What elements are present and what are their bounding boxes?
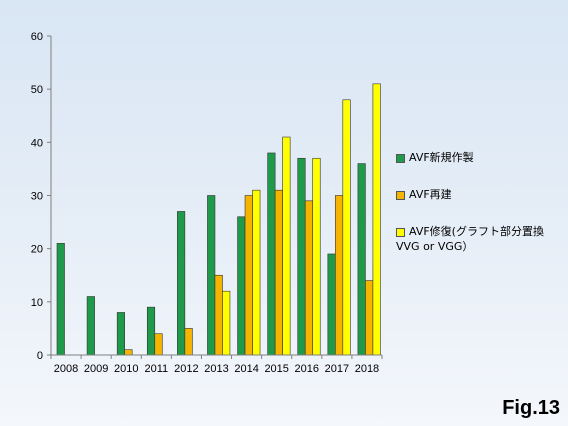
y-tick-label-10: 10 [31, 297, 43, 309]
legend: AVF新規作製 AVF再建 AVF修復(グラフト部分置換 VVG or VGG） [396, 150, 566, 254]
bar-3-2016 [312, 157, 321, 356]
y-tick-label-30: 30 [31, 191, 43, 203]
legend-swatch-avf-repair [396, 228, 405, 237]
y-tick-label-50: 50 [31, 84, 43, 96]
legend-label-avf-rebuild: AVF再建 [409, 188, 452, 201]
bar-1-2011 [146, 306, 156, 356]
legend-swatch-avf-rebuild [396, 191, 405, 200]
bar-1-2013 [207, 195, 216, 356]
y-tick-label-60: 60 [31, 31, 43, 43]
x-tick-label-2012: 2012 [174, 363, 198, 375]
x-tick-label-2017: 2017 [325, 363, 349, 375]
x-tick-label-2016: 2016 [295, 363, 319, 375]
legend-item-new-avf: AVF新規作製 [396, 150, 566, 165]
bar-2-2016 [304, 200, 314, 356]
x-tick-label-2015: 2015 [264, 363, 288, 375]
y-tick-label-20: 20 [31, 244, 43, 256]
bar-2-2017 [335, 195, 344, 356]
bar-1-2015 [267, 152, 276, 356]
x-tick-label-2011: 2011 [144, 363, 168, 375]
y-tick-label-40: 40 [31, 137, 43, 149]
bar-1-2014 [237, 216, 246, 356]
bar-3-2017 [342, 99, 351, 356]
legend-item-avf-repair: AVF修復(グラフト部分置換 VVG or VGG） [396, 224, 566, 254]
y-tick-label-0: 0 [37, 350, 43, 362]
legend-swatch-new-avf [396, 154, 405, 163]
x-tick-label-2018: 2018 [355, 363, 379, 375]
bar-2-2014 [244, 195, 253, 356]
bar-3-2014 [252, 189, 261, 356]
bar-2-2013 [214, 274, 223, 356]
bar-1-2012 [177, 211, 186, 356]
bar-1-2017 [327, 253, 336, 356]
bar-3-2013 [222, 290, 231, 356]
x-tick-label-2008: 2008 [54, 363, 78, 375]
legend-item-avf-rebuild: AVF再建 [396, 187, 566, 202]
bar-1-2009 [86, 296, 95, 356]
figure-label: Fig.13 [502, 397, 560, 419]
x-tick-label-2014: 2014 [234, 363, 258, 375]
bar-3-2015 [282, 136, 291, 356]
bar-1-2018 [357, 163, 366, 356]
legend-label-avf-repair: AVF修復(グラフト部分置換 [409, 225, 544, 238]
bar-1-2008 [56, 243, 65, 356]
bar-2-2011 [154, 333, 163, 356]
x-tick-label-2010: 2010 [114, 363, 138, 375]
x-tick-label-2013: 2013 [204, 363, 228, 375]
legend-label-avf-repair-line2: VVG or VGG） [396, 240, 474, 253]
bar-2-2010 [124, 349, 133, 356]
bar-1-2010 [116, 312, 125, 356]
bar-2-2015 [274, 189, 283, 356]
bar-2-2018 [365, 280, 374, 356]
bar-1-2016 [297, 157, 306, 356]
x-tick-label-2009: 2009 [84, 363, 108, 375]
bar-3-2018 [372, 83, 381, 356]
legend-label-new-avf: AVF新規作製 [409, 151, 474, 164]
bar-2-2012 [184, 328, 193, 356]
